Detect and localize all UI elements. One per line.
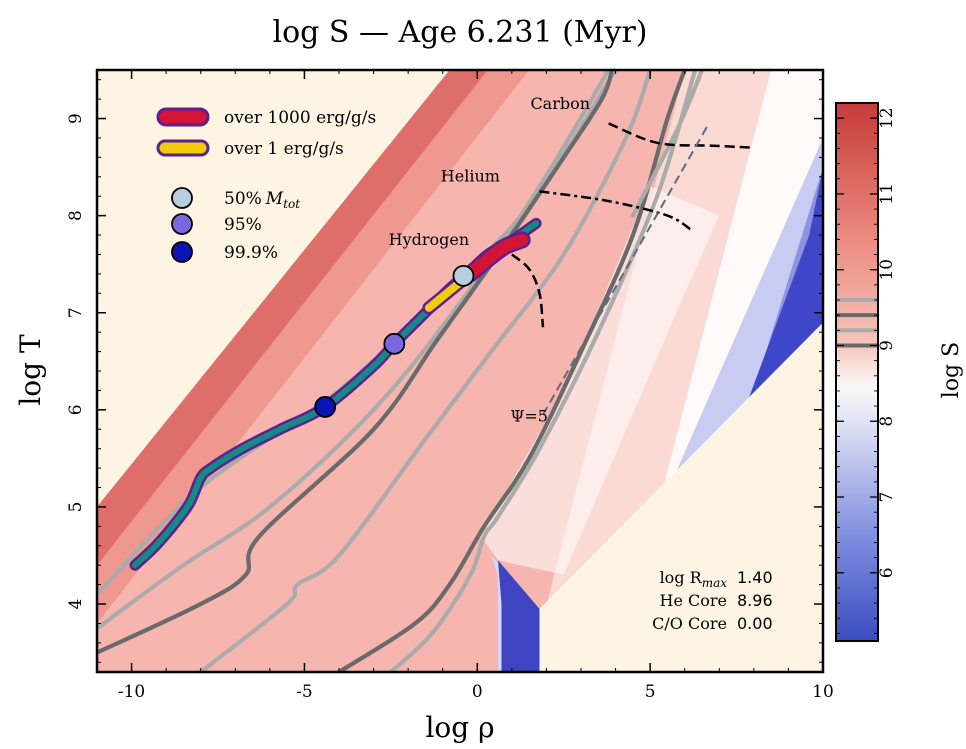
info-label-2: He Core [660, 591, 728, 610]
mass-markers [314, 264, 475, 418]
y-axis-label: log T [14, 334, 47, 406]
isentrope-line-6 [388, 70, 698, 672]
legend-label-burn-1: over 1 erg/g/s [224, 139, 344, 159]
y-tick-label: 7 [66, 307, 86, 318]
colorbar-tick-label: 9 [877, 340, 897, 351]
x-tick-label: 10 [812, 682, 834, 702]
legend-marker-2 [171, 213, 193, 235]
field-transition-region [480, 186, 720, 575]
colorbar-tick-label: 7 [877, 492, 897, 503]
isentrope-line-2 [97, 70, 611, 631]
colorbar-tick-label: 11 [877, 183, 897, 205]
colorbar-frame [835, 102, 879, 642]
helium-burning-label: Helium [441, 167, 500, 186]
legend-marker-1 [171, 187, 193, 209]
x-tick-label: -10 [118, 682, 145, 702]
legend-label-marker-2: 95% [224, 215, 262, 235]
mass-marker-3 [314, 396, 337, 418]
y-tick-label: 9 [66, 113, 86, 124]
colorbar-gradient [836, 103, 878, 641]
legend-swatch-burn-1000 [156, 107, 210, 127]
carbon-burning-label: Carbon [530, 94, 590, 113]
legend-label-marker-3: 99.9% [224, 243, 278, 263]
colorbar-label: log S [939, 342, 964, 398]
x-tick-label: 0 [472, 682, 483, 702]
isentrope-line-4 [198, 70, 653, 672]
burning-lines: Hydrogen Helium Carbon Ψ=5 [389, 94, 754, 425]
burn-1000-segment [464, 233, 529, 280]
legend-label-burn-1000: over 1000 erg/g/s [224, 108, 376, 128]
hydrogen-burning-line [511, 253, 545, 328]
colorbar-tick-label: 12 [877, 107, 897, 129]
info-label-3: C/O Core [652, 614, 727, 633]
carbon-burning-line [608, 122, 754, 149]
field-wedge-deep [498, 560, 540, 672]
colorbar-tick-label: 8 [877, 416, 897, 427]
degeneracy-line [542, 122, 710, 416]
legend-swatch-burn-1 [156, 139, 210, 157]
chart-title: log S — Age 6.231 (Myr) [272, 15, 647, 50]
colorbar-tick-label: 10 [877, 259, 897, 281]
legend-marker-3 [171, 241, 193, 263]
y-tick-label: 4 [66, 599, 86, 610]
axis-ticks: -10 -5 0 5 10 4 5 6 7 8 9 [66, 70, 834, 702]
y-tick-label: 5 [66, 502, 86, 513]
degeneracy-label: Ψ=5 [510, 406, 548, 425]
info-value-1: 1.40 [737, 568, 773, 587]
x-tick-label: -5 [296, 682, 313, 702]
mass-marker-2 [383, 332, 406, 355]
y-tick-label: 8 [66, 210, 86, 221]
info-value-3: 0.00 [737, 614, 773, 633]
field-empty-lower-right [539, 322, 823, 672]
y-tick-label: 6 [66, 404, 86, 415]
info-value-2: 8.96 [737, 591, 773, 610]
field-highest-entropy-band [97, 70, 488, 566]
isentrope-line-3 [97, 70, 615, 655]
plot-area: Hydrogen Helium Carbon Ψ=5 [97, 70, 823, 672]
isentrope-line-5 [336, 70, 687, 672]
colorbar: 6 7 8 9 10 11 12 [835, 102, 897, 642]
x-tick-label: 5 [645, 682, 656, 702]
isentrope-line-7 [630, 70, 705, 218]
hydrogen-burning-label: Hydrogen [389, 230, 470, 249]
colorbar-tick-label: 6 [877, 567, 897, 578]
mass-marker-1 [452, 264, 475, 287]
helium-burning-line [539, 190, 693, 232]
x-axis-label: log ρ [425, 711, 494, 744]
field-deep-blue-region [719, 167, 823, 478]
